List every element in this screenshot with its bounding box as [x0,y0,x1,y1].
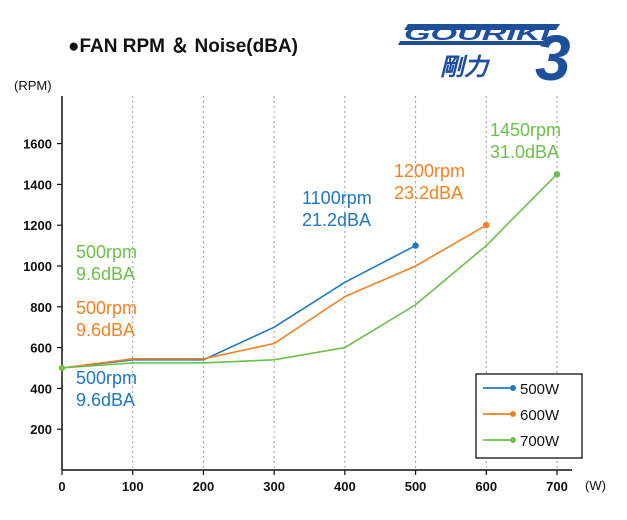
y-tick-label: 400 [30,381,52,396]
annotation-label: 23.2dBA [394,183,463,203]
x-tick-label: 500 [405,479,427,494]
legend-label-600W: 600W [520,407,560,424]
annotation-label: 1450rpm [490,120,561,140]
annotation-label: 9.6dBA [76,264,135,284]
annotations: 500rpm9.6dBA500rpm9.6dBA500rpm9.6dBA1100… [76,120,561,410]
legend-marker-500W [510,385,516,391]
y-tick-label: 200 [30,422,52,437]
x-tick-label: 700 [546,479,568,494]
axes: 200 400 600 800 1000 1200 1400 1600 0 100 200 300 40… [23,96,572,494]
series-line-700W [61,173,558,369]
annotation-label: 1100rpm [302,188,372,208]
annotation-label: 9.6dBA [76,390,135,410]
y-tick-label: 1000 [23,259,52,274]
series-end-point-600W [483,222,490,229]
annotation-label: 1200rpm [394,161,465,181]
x-tick-label: 200 [193,479,215,494]
series-end-point-500W [412,242,419,249]
legend: 500W 600W 700W [475,373,583,459]
x-tick-label: 300 [263,479,285,494]
series [58,171,561,372]
annotation-label: 31.0dBA [490,142,559,162]
x-tick-label: 0 [58,479,65,494]
x-tick-label: 100 [122,479,144,494]
annotation-label: 9.6dBA [76,320,135,340]
x-tick-label: 600 [475,479,497,494]
logo-number: 3 [535,22,571,94]
chart-title: ●FAN RPM ＆ Noise(dBA) [68,36,298,57]
legend-label-700W: 700W [520,433,560,450]
series-line-600W [61,224,487,369]
legend-label-500W: 500W [520,381,560,398]
series-line-500W [61,244,416,369]
y-tick-label: 600 [30,341,52,356]
annotation-label: 500rpm [76,298,137,318]
y-tick-label: 800 [30,300,52,315]
annotation-label: 21.2dBA [302,210,371,230]
annotation-label: 500rpm [76,368,137,388]
x-axis-label: (W) [585,478,606,493]
legend-marker-600W [510,411,516,417]
y-tick-label: 1600 [23,137,52,152]
x-tick-label: 400 [334,479,356,494]
y-tick-label: 1200 [23,218,52,233]
logo-kanji: 剛力 [440,54,491,81]
annotation-label: 500rpm [76,242,137,262]
legend-marker-700W [510,437,516,443]
y-axis-label: (RPM) [14,78,52,93]
logo-wordmark: GOURIKI [404,24,552,44]
series-start-point [58,364,66,372]
gouriki-logo: GOURIKI 剛力 3 [398,22,571,94]
series-end-point-700W [553,171,561,178]
y-tick-label: 1400 [23,177,52,192]
